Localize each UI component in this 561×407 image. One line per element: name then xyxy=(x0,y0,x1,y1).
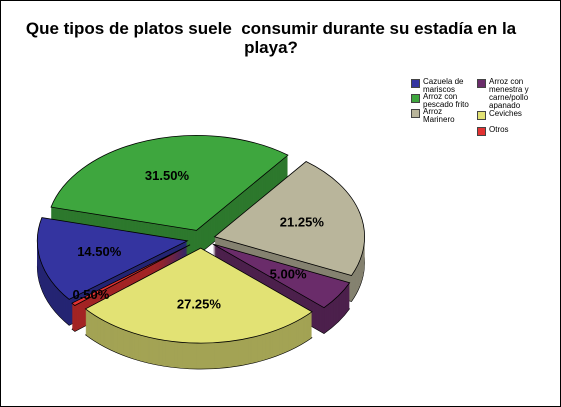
slice xyxy=(71,244,191,306)
data-label: 27.25% xyxy=(177,297,222,312)
data-label: 21.25% xyxy=(280,214,325,229)
legend-item: Arroz con pescado frito xyxy=(411,93,481,109)
slice xyxy=(213,161,365,277)
data-label: 0.50% xyxy=(72,287,109,302)
legend-item: Arroz Marinero xyxy=(411,108,481,124)
legend-swatch xyxy=(477,111,486,120)
legend-item: Arroz con menestra y carne/pollo apanado xyxy=(477,78,547,110)
legend-swatch xyxy=(477,127,486,136)
chart-title: Que tipos de platos suele consumir duran… xyxy=(25,19,521,57)
legend-swatch xyxy=(411,79,420,88)
data-label: 31.50% xyxy=(145,168,190,183)
data-label: 14.50% xyxy=(77,244,122,259)
slice xyxy=(212,243,351,309)
legend-label: Arroz Marinero xyxy=(423,107,455,124)
legend-item: Otros xyxy=(477,126,547,136)
legend-label: Arroz con pescado frito xyxy=(423,92,469,109)
data-label: 5.00% xyxy=(270,267,307,282)
legend-item: Ceviches xyxy=(477,110,547,120)
legend-label: Arroz con menestra y carne/pollo apanado xyxy=(489,77,529,110)
legend-label: Ceviches xyxy=(489,109,522,118)
legend-label: Otros xyxy=(489,125,509,134)
legend-swatch xyxy=(411,94,420,103)
legend-swatch xyxy=(477,79,486,88)
slice xyxy=(84,247,313,344)
slice xyxy=(36,217,189,300)
legend-item: Cazuela de mariscos xyxy=(411,78,481,94)
legend-swatch xyxy=(411,109,420,118)
slice xyxy=(50,135,289,231)
legend-label: Cazuela de mariscos xyxy=(423,77,464,94)
